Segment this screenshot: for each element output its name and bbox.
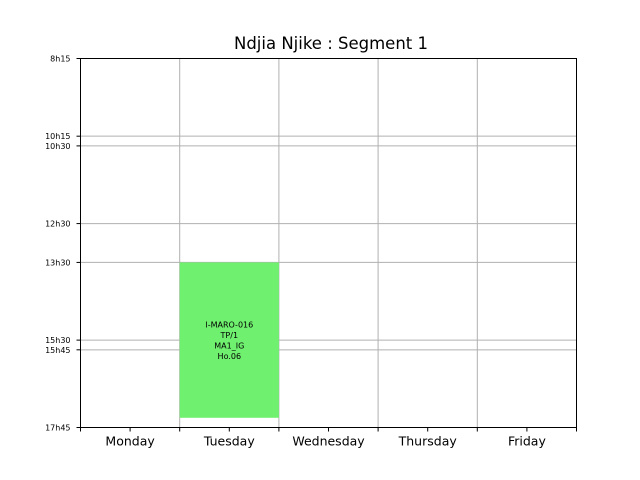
x-tick-label-monday: Monday	[105, 434, 155, 449]
chart-title: Ndjia Njike : Segment 1	[234, 34, 428, 53]
plot-frame	[80, 58, 577, 428]
y-tick-label-10h30: 10h30	[45, 142, 70, 151]
y-tick-label-15h30: 15h30	[45, 336, 70, 345]
y-tick-label-10h15: 10h15	[45, 132, 70, 141]
y-tick-label-13h30: 13h30	[45, 258, 70, 267]
x-tick-label-wednesday: Wednesday	[292, 434, 365, 449]
y-tick-label-8h15: 8h15	[50, 55, 70, 64]
y-tick-label-15h45: 15h45	[45, 346, 70, 355]
event-label-line: I-MARO-016	[205, 320, 253, 329]
tick-layer	[76, 58, 577, 432]
event-label-line: MA1_IG	[214, 341, 244, 350]
event-block-tuesday[interactable]	[179, 262, 279, 418]
x-tick-labels: Monday Tuesday Wednesday Thursday Friday	[105, 434, 546, 449]
y-tick-label-12h30: 12h30	[45, 220, 70, 229]
grid-layer	[80, 58, 577, 428]
event-label-line: Ho.06	[218, 352, 242, 361]
event-label-line: TP/1	[220, 331, 239, 340]
x-tick-label-thursday: Thursday	[398, 434, 458, 449]
x-tick-label-tuesday: Tuesday	[203, 434, 255, 449]
x-tick-label-friday: Friday	[508, 434, 546, 449]
y-tick-label-17h45: 17h45	[45, 424, 70, 433]
